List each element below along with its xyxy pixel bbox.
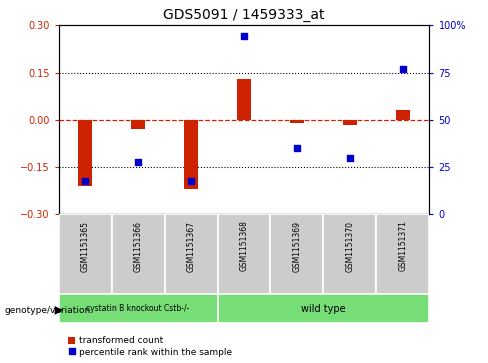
Point	[346, 155, 354, 160]
Text: GSM1151368: GSM1151368	[240, 221, 248, 272]
Text: GSM1151370: GSM1151370	[346, 221, 354, 272]
Point	[240, 33, 248, 39]
Text: genotype/variation: genotype/variation	[5, 306, 91, 315]
Bar	[112, 214, 164, 294]
Bar	[59, 214, 112, 294]
Title: GDS5091 / 1459333_at: GDS5091 / 1459333_at	[163, 8, 325, 22]
Bar	[218, 214, 270, 294]
Bar	[131, 120, 145, 129]
Text: GSM1151371: GSM1151371	[398, 221, 407, 272]
Point	[187, 178, 195, 184]
Point	[134, 159, 142, 165]
Legend: transformed count, percentile rank within the sample: transformed count, percentile rank withi…	[68, 337, 232, 357]
Point	[293, 145, 301, 151]
Bar	[376, 214, 429, 294]
Text: cystatin B knockout Cstb-/-: cystatin B knockout Cstb-/-	[86, 304, 190, 313]
Bar	[343, 120, 357, 125]
Bar	[164, 214, 218, 294]
Bar	[270, 214, 324, 294]
Text: GSM1151367: GSM1151367	[186, 221, 196, 272]
Point	[399, 66, 407, 72]
Bar	[183, 120, 199, 189]
Bar	[59, 294, 218, 323]
Bar	[396, 110, 410, 120]
Bar	[218, 294, 429, 323]
Text: GSM1151369: GSM1151369	[292, 221, 302, 272]
Bar	[237, 79, 251, 120]
Bar	[324, 214, 376, 294]
Point	[81, 178, 89, 184]
Bar	[78, 120, 92, 186]
Text: GSM1151366: GSM1151366	[134, 221, 142, 272]
Text: GSM1151365: GSM1151365	[81, 221, 90, 272]
Text: wild type: wild type	[301, 303, 346, 314]
Bar	[289, 120, 305, 123]
Polygon shape	[55, 306, 63, 315]
